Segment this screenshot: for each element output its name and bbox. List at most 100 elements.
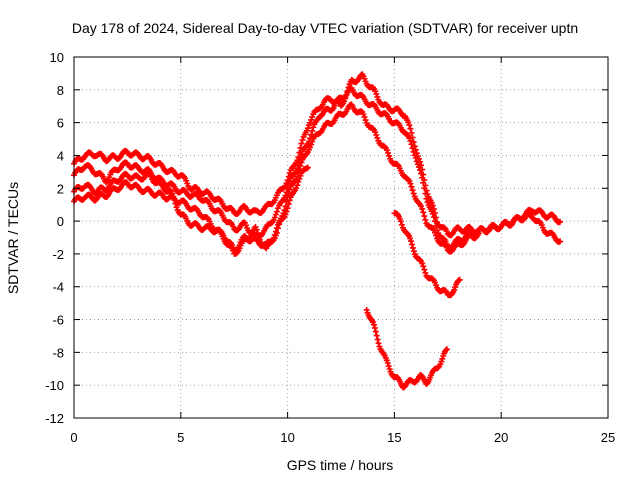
data-point bbox=[433, 222, 440, 229]
y-axis-label: SDTVAR / TECUs bbox=[5, 182, 21, 294]
data-point bbox=[429, 210, 436, 217]
data-point bbox=[410, 190, 417, 197]
data-point bbox=[272, 228, 279, 235]
data-point bbox=[307, 119, 314, 126]
data-point bbox=[422, 216, 429, 223]
data-point bbox=[307, 144, 314, 151]
x-tick-label: 20 bbox=[494, 430, 508, 445]
data-point bbox=[407, 125, 414, 132]
x-tick-label: 0 bbox=[70, 430, 77, 445]
data-point bbox=[372, 328, 379, 335]
data-point bbox=[271, 231, 278, 238]
y-tick-label: -4 bbox=[52, 280, 64, 295]
data-point bbox=[417, 167, 424, 174]
data-point bbox=[295, 178, 302, 185]
data-point bbox=[408, 183, 415, 190]
data-point bbox=[422, 190, 429, 197]
data-series bbox=[71, 71, 564, 391]
data-point bbox=[284, 205, 291, 212]
data-point bbox=[421, 185, 428, 192]
data-point bbox=[413, 158, 420, 165]
x-tick-label: 5 bbox=[177, 430, 184, 445]
data-point bbox=[418, 170, 425, 177]
y-tick-label: -2 bbox=[52, 247, 64, 262]
data-point bbox=[273, 208, 280, 215]
data-point bbox=[421, 266, 428, 273]
data-point bbox=[410, 248, 417, 255]
data-point bbox=[420, 179, 427, 186]
data-point bbox=[423, 195, 430, 202]
data-point bbox=[408, 129, 415, 136]
y-tick-label: -8 bbox=[52, 345, 64, 360]
data-point bbox=[299, 136, 306, 143]
x-tick-label: 15 bbox=[387, 430, 401, 445]
data-point bbox=[282, 211, 289, 218]
data-point bbox=[304, 164, 311, 171]
data-point bbox=[375, 340, 382, 347]
tick-marks bbox=[73, 56, 609, 419]
data-point bbox=[419, 260, 426, 267]
data-point bbox=[286, 170, 293, 177]
data-point bbox=[303, 165, 310, 172]
data-point bbox=[408, 238, 415, 245]
data-point bbox=[373, 332, 380, 339]
data-point bbox=[422, 269, 429, 276]
data-point bbox=[253, 226, 260, 233]
data-point bbox=[363, 306, 370, 313]
data-point bbox=[415, 164, 422, 171]
data-point bbox=[409, 145, 416, 152]
data-point bbox=[370, 321, 377, 328]
y-tick-label: -12 bbox=[45, 411, 64, 426]
data-point bbox=[254, 230, 261, 237]
series-track-6 bbox=[363, 306, 450, 391]
y-tick-label: -10 bbox=[45, 378, 64, 393]
data-point bbox=[433, 232, 440, 239]
series-track-1 bbox=[71, 71, 564, 239]
data-point bbox=[374, 134, 381, 141]
data-point bbox=[361, 114, 368, 121]
data-point bbox=[298, 140, 305, 147]
y-tick-label: 8 bbox=[57, 83, 64, 98]
data-point bbox=[294, 182, 301, 189]
data-point bbox=[397, 218, 404, 225]
data-point bbox=[360, 111, 367, 118]
data-point bbox=[407, 137, 414, 144]
y-tick-labels: -12 -10 -8 -6 -4 -2 0 2 4 6 8 10 bbox=[45, 50, 64, 426]
y-tick-label: 6 bbox=[57, 116, 64, 131]
data-point bbox=[273, 225, 280, 232]
data-point bbox=[420, 263, 427, 270]
x-tick-label: 10 bbox=[280, 430, 294, 445]
data-point bbox=[412, 154, 419, 161]
data-point bbox=[304, 125, 311, 132]
series-track-5 bbox=[391, 210, 463, 299]
data-point bbox=[285, 201, 292, 208]
x-tick-labels: 0 5 10 15 20 25 bbox=[70, 430, 615, 445]
data-point bbox=[398, 221, 405, 228]
data-point bbox=[298, 159, 305, 166]
y-tick-label: 4 bbox=[57, 148, 64, 163]
data-point bbox=[409, 187, 416, 194]
plot-frame bbox=[73, 56, 609, 419]
data-point bbox=[373, 90, 380, 97]
data-point bbox=[286, 186, 293, 193]
data-point bbox=[97, 170, 104, 177]
data-point bbox=[271, 214, 278, 221]
data-point bbox=[374, 93, 381, 100]
data-point bbox=[430, 214, 437, 221]
data-point bbox=[419, 205, 426, 212]
data-point bbox=[475, 230, 482, 237]
data-point bbox=[438, 358, 445, 365]
y-tick-label: -6 bbox=[52, 313, 64, 328]
data-point bbox=[557, 238, 564, 245]
data-point bbox=[272, 211, 279, 218]
data-point bbox=[419, 174, 426, 181]
chart-title: Day 178 of 2024, Sidereal Day-to-day VTE… bbox=[72, 20, 578, 36]
data-point bbox=[442, 347, 449, 354]
data-point bbox=[394, 119, 401, 126]
data-point bbox=[252, 223, 259, 230]
data-point bbox=[406, 122, 413, 129]
data-point bbox=[407, 235, 414, 242]
data-point bbox=[385, 362, 392, 369]
y-tick-label: 10 bbox=[50, 50, 64, 65]
data-point bbox=[374, 336, 381, 343]
